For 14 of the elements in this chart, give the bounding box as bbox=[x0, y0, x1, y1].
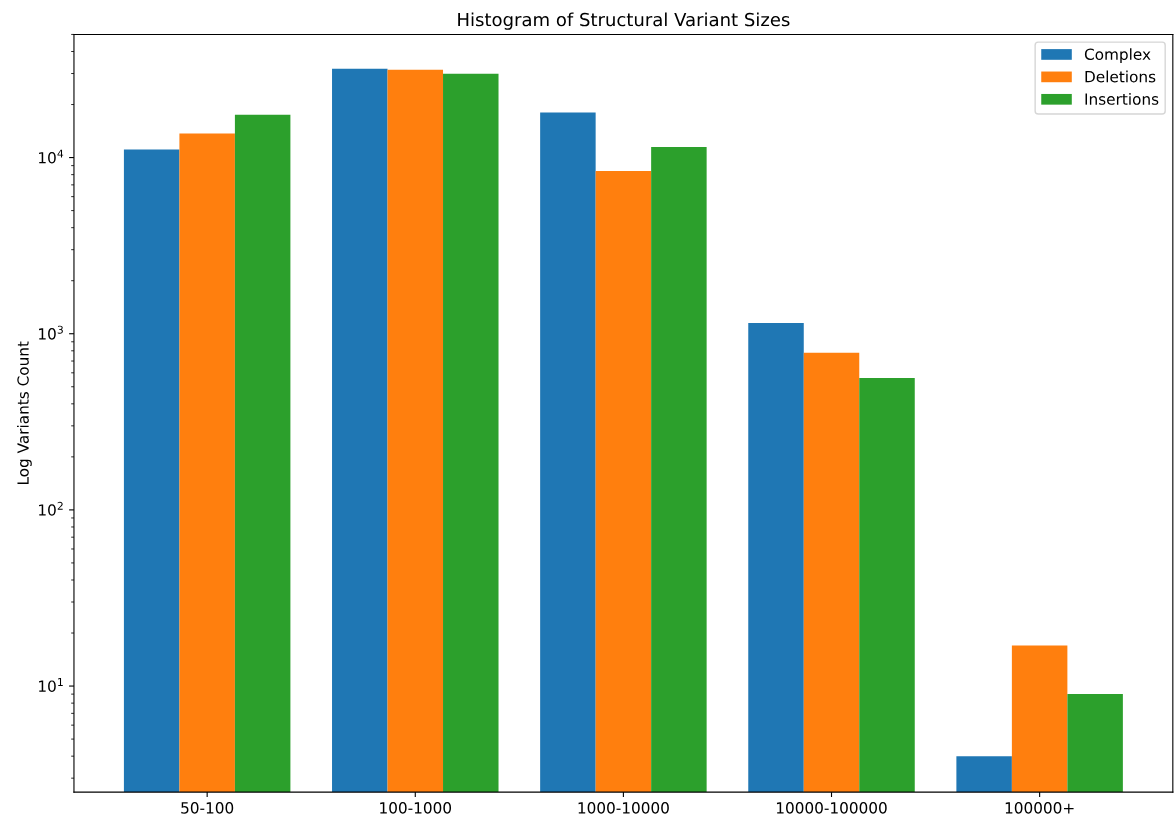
legend-label: Complex bbox=[1084, 48, 1151, 63]
y-axis-title: Log Variants Count bbox=[17, 341, 32, 485]
y-tick-label: 10$^{1}$ bbox=[39, 678, 63, 692]
x-tick-label: 100000+ bbox=[1005, 802, 1074, 814]
legend-label: Insertions bbox=[1085, 93, 1159, 105]
y-tick-label: 10$^{4}$ bbox=[39, 149, 64, 164]
x-tick-label: 1000-10000 bbox=[578, 802, 669, 814]
x-tick-label: 10000-100000 bbox=[776, 802, 887, 814]
y-tick-label: 10$^{2}$ bbox=[39, 501, 63, 516]
x-tick-label: 50-100 bbox=[181, 802, 234, 814]
y-tick-label: 10$^{3}$ bbox=[39, 325, 63, 340]
legend-label: Deletions bbox=[1085, 70, 1156, 83]
x-tick-label: 100-1000 bbox=[380, 802, 452, 814]
chart-title: Histogram of Structural Variant Sizes bbox=[458, 12, 790, 30]
